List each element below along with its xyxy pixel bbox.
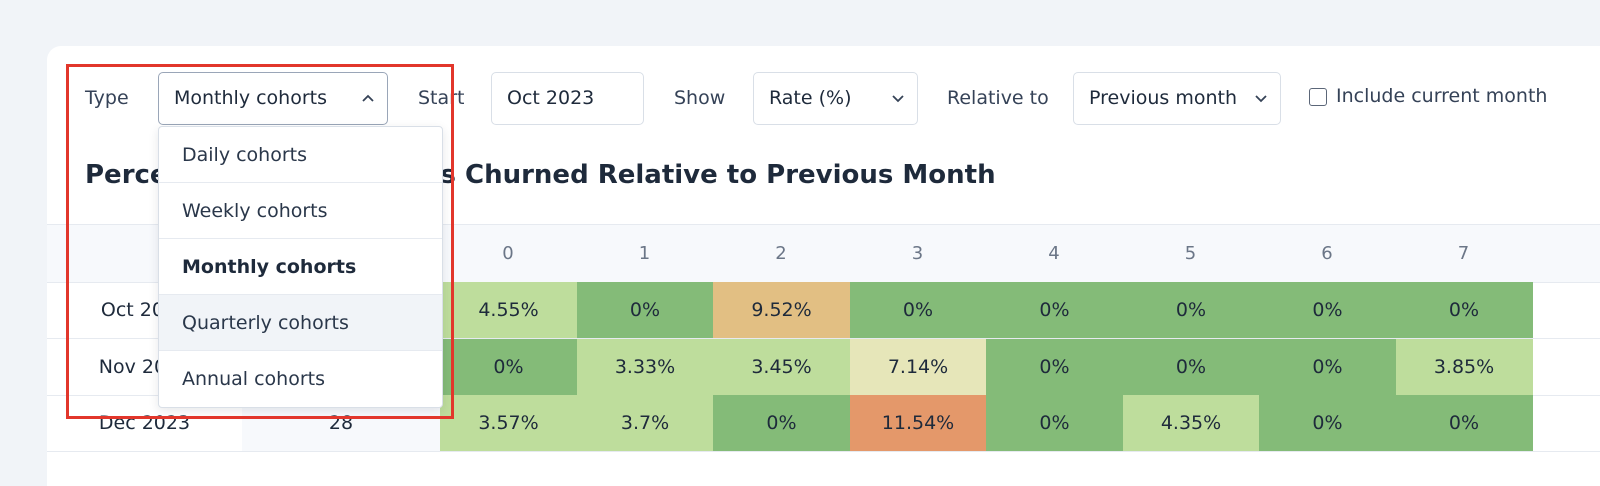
chevron-down-icon <box>892 94 904 102</box>
heatmap-cell: 0% <box>1395 282 1533 338</box>
type-dropdown-menu: Daily cohorts Weekly cohorts Monthly cohor… <box>158 126 443 408</box>
dropdown-option-daily-cohorts[interactable]: Daily cohorts <box>159 127 442 183</box>
start-input-value: Oct 2023 <box>507 87 595 109</box>
heatmap-cell: 0% <box>849 282 987 338</box>
report-card: Type Monthly cohorts Start Oct 2023 Show… <box>47 46 1600 486</box>
heatmap-cell: 3.45% <box>713 338 850 395</box>
relative-to-label: Relative to <box>947 87 1049 109</box>
heatmap-cell: 0% <box>713 395 850 451</box>
chevron-down-icon <box>1255 94 1267 102</box>
table-row: Oct 2023 4.55% 0% 9.52% 0% 0% 0% 0% 0% <box>47 282 1600 339</box>
heatmap-cell: 0% <box>576 282 714 338</box>
start-input[interactable]: Oct 2023 <box>491 72 644 125</box>
period-header: 6 <box>1321 243 1333 264</box>
heatmap-cell: 7.14% <box>849 338 987 395</box>
relative-to-select[interactable]: Previous month <box>1073 72 1281 125</box>
include-current-month-label: Include current month <box>1336 85 1548 107</box>
period-header: 1 <box>638 243 651 264</box>
heatmap-cell: 4.55% <box>440 282 577 338</box>
dropdown-option-annual-cohorts[interactable]: Annual cohorts <box>182 368 325 390</box>
type-select[interactable]: Monthly cohorts <box>158 72 388 125</box>
period-header: 0 <box>502 243 514 264</box>
dropdown-option-monthly-cohorts[interactable]: Monthly cohorts <box>159 239 442 295</box>
heatmap-cell: 9.52% <box>713 282 850 338</box>
start-label: Start <box>418 87 465 109</box>
heatmap-cell: 0% <box>1122 282 1260 338</box>
heatmap-cell: 0% <box>986 338 1123 395</box>
heatmap-cell: 3.33% <box>576 338 714 395</box>
heatmap-cell: 0% <box>440 338 577 395</box>
type-label: Type <box>85 87 129 109</box>
heatmap-cell: 0% <box>986 282 1123 338</box>
heatmap-cell: 3.85% <box>1395 338 1533 395</box>
heatmap-cell: 0% <box>1259 395 1396 451</box>
type-select-value: Monthly cohorts <box>174 87 328 109</box>
period-header: 2 <box>775 243 787 264</box>
heatmap-cell: 0% <box>1259 282 1396 338</box>
heatmap-cell: 3.7% <box>576 395 714 451</box>
relative-to-select-value: Previous month <box>1089 87 1238 109</box>
chevron-up-icon <box>362 94 374 102</box>
dropdown-option-weekly-cohorts[interactable]: Weekly cohorts <box>159 183 442 239</box>
include-current-month-toggle[interactable]: Include current month <box>1309 87 1547 106</box>
heatmap-cell: 0% <box>986 395 1123 451</box>
dropdown-option-quarterly-cohorts[interactable]: Quarterly cohorts <box>159 295 442 351</box>
heatmap-cell: 11.54% <box>849 395 987 451</box>
heatmap-cell: 0% <box>1259 338 1396 395</box>
heatmap-cell: 0% <box>1122 338 1260 395</box>
period-header: 5 <box>1184 243 1197 264</box>
show-select-value: Rate (%) <box>769 87 852 109</box>
period-header: 7 <box>1457 243 1470 264</box>
include-current-month-checkbox[interactable] <box>1309 87 1327 106</box>
heatmap-cell: 0% <box>1395 395 1533 451</box>
heatmap-cell: 3.57% <box>440 395 577 451</box>
period-header: 3 <box>911 243 924 264</box>
show-select[interactable]: Rate (%) <box>753 72 918 125</box>
heatmap-cell: 4.35% <box>1122 395 1260 451</box>
period-header: 4 <box>1048 243 1060 264</box>
show-label: Show <box>674 87 726 109</box>
